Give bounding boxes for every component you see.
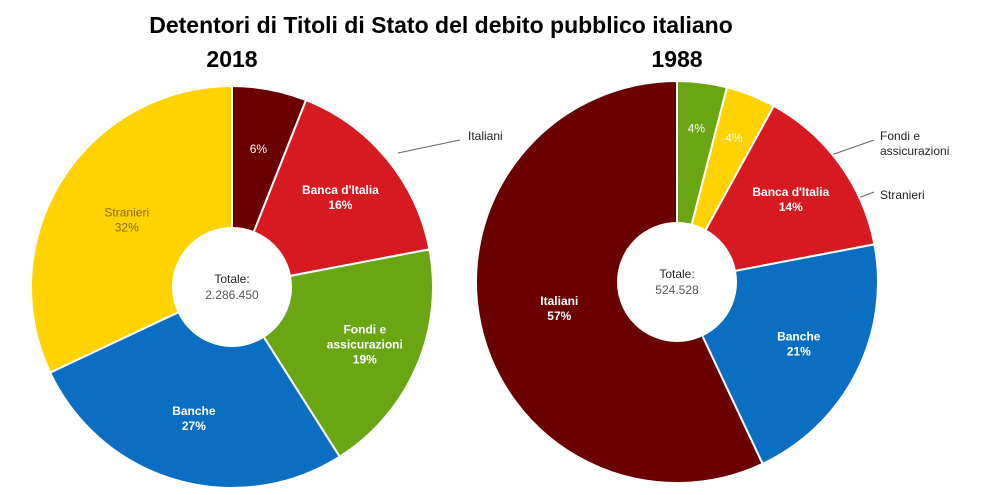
slice-name-label: Italiani [468,129,503,143]
slice-value-label: 4% [725,131,743,145]
pie-slice-banca-d-italia [675,104,876,284]
center-total-label: Totale: [659,267,694,281]
slice-value-label: 16% [328,198,352,212]
pie-title: 2018 [206,46,257,72]
pie-slice-banca-d-italia [230,98,431,289]
slice-name-label: Banca d'Italia [302,183,379,197]
slice-value-label: 19% [353,352,377,366]
slice-value-label: 14% [779,200,803,214]
slice-value-label: 21% [787,345,811,359]
slice-name-label: Italiani [540,294,578,308]
slice-name-label: Fondi e assicurazioni [327,322,403,351]
center-total-value: 2.286.450 [205,288,259,302]
slice-name-label: Banche [777,330,821,344]
donut-hole [172,227,292,347]
pie-chart-1988: 1988 4% Fondi e assicurazioni 4% Stranieri Ban… [475,46,949,484]
slice-value-label: 6% [250,142,268,156]
leader-line [397,139,461,154]
slice-name-label: Fondi e assicurazioni [880,129,949,158]
slice-value-label: 27% [182,419,206,433]
slice-value-label: 4% [688,121,706,135]
slice-name-label: Banca d'Italia [752,185,829,199]
slice-name-label: Stranieri [104,206,149,220]
slice-value-label: 32% [115,221,139,235]
slice-name-label: Stranieri [880,188,925,202]
pie-title: 1988 [651,46,702,72]
slice-value-label: 57% [547,309,571,323]
pie-slice-banche [48,285,342,489]
donut-hole [617,222,737,342]
center-total-value: 524.528 [655,283,699,297]
chart-title: Detentori di Titoli di Stato del debito … [149,12,733,38]
center-total-label: Totale: [214,272,249,286]
slice-name-label: Banche [172,404,216,418]
